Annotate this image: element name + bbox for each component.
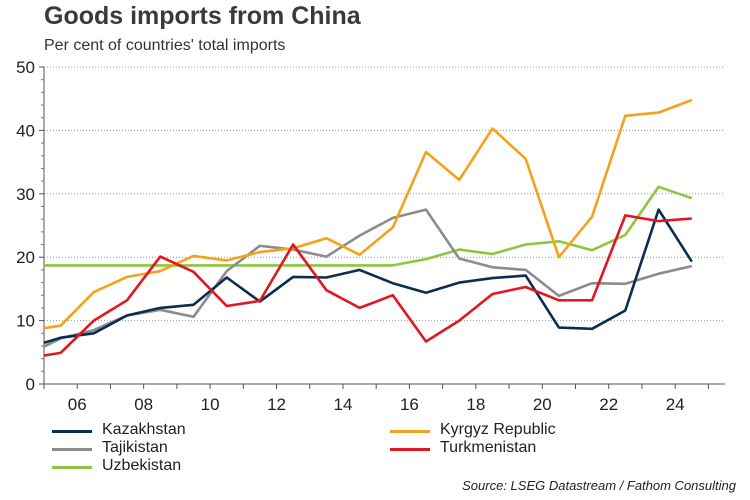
x-tick-label-22: 22 (599, 395, 618, 414)
x-tick-label-08: 08 (134, 395, 153, 414)
x-tick-label-06: 06 (68, 395, 87, 414)
x-tick-label-24: 24 (666, 395, 685, 414)
legend-label-kazakhstan: Kazakhstan (102, 421, 186, 438)
legend-swatch-uzbekistan (52, 466, 92, 469)
series-line-uzbekistan (44, 185, 693, 267)
x-tick-label-16: 16 (400, 395, 419, 414)
legend-label-tajikistan: Tajikistan (102, 439, 168, 456)
x-tick-label-10: 10 (201, 395, 220, 414)
y-tick-label-30: 30 (16, 185, 35, 204)
x-tick-label-18: 18 (466, 395, 485, 414)
x-tick-label-12: 12 (267, 395, 286, 414)
series-line-kyrgyz-republic (43, 98, 693, 330)
legend-label-kyrgyz-republic: Kyrgyz Republic (440, 421, 556, 438)
chart-title: Goods imports from China (44, 2, 361, 30)
legend-swatch-tajikistan (52, 448, 92, 451)
x-tick-label-20: 20 (533, 395, 552, 414)
series-line-turkmenistan (43, 214, 692, 357)
y-tick-label-50: 50 (16, 58, 35, 77)
chart-subtitle: Per cent of countries' total imports (44, 37, 286, 54)
series-line-kazakhstan (43, 208, 693, 345)
legend-swatch-kyrgyz-republic (390, 430, 430, 433)
y-tick-label-20: 20 (16, 248, 35, 267)
legend-swatch-kazakhstan (52, 430, 92, 433)
legend-label-turkmenistan: Turkmenistan (440, 439, 537, 456)
legend-label-uzbekistan: Uzbekistan (102, 457, 182, 474)
legend-swatch-turkmenistan (390, 448, 430, 451)
y-tick-label-40: 40 (16, 121, 35, 140)
y-tick-label-10: 10 (16, 312, 35, 331)
x-tick-label-14: 14 (334, 395, 353, 414)
source-note: Source: LSEG Datastream / Fathom Consult… (462, 478, 736, 493)
y-tick-label-0: 0 (26, 375, 35, 394)
